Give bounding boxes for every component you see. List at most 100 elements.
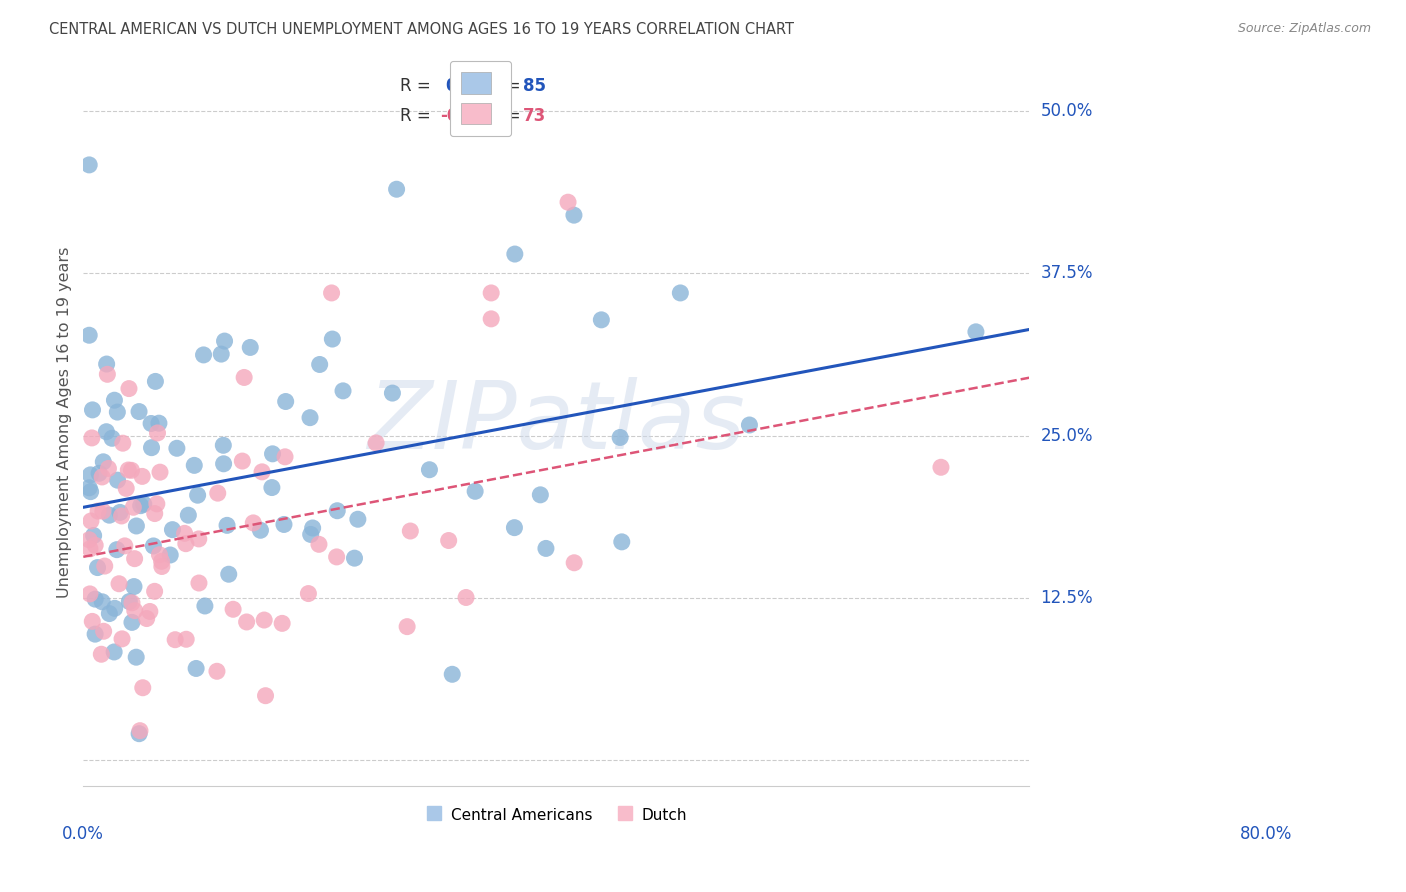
Point <box>464 484 486 499</box>
Point <box>308 537 330 551</box>
Point <box>235 615 257 629</box>
Point <box>503 521 526 535</box>
Point <box>120 463 142 477</box>
Text: -0.040: -0.040 <box>440 107 499 125</box>
Point <box>96 357 118 371</box>
Point <box>364 436 387 450</box>
Point <box>273 517 295 532</box>
Point <box>122 500 145 515</box>
Point <box>128 727 150 741</box>
Point <box>233 370 256 384</box>
Point <box>242 516 264 530</box>
Point <box>143 584 166 599</box>
Point <box>82 615 104 629</box>
Point <box>441 667 464 681</box>
Point <box>139 604 162 618</box>
Point <box>146 497 169 511</box>
Point <box>96 368 118 382</box>
Point <box>103 393 125 408</box>
Point <box>141 441 163 455</box>
Point <box>184 661 207 675</box>
Point <box>83 528 105 542</box>
Point <box>437 533 460 548</box>
Point <box>557 195 579 210</box>
Point <box>111 632 134 646</box>
Point <box>79 541 101 556</box>
Point <box>222 602 245 616</box>
Point <box>529 488 551 502</box>
Text: 0.166: 0.166 <box>446 78 498 95</box>
Point <box>84 627 107 641</box>
Point <box>347 512 370 526</box>
Point <box>84 592 107 607</box>
Point <box>84 538 107 552</box>
Point <box>150 559 173 574</box>
Point <box>77 328 100 343</box>
Point <box>150 554 173 568</box>
Point <box>343 551 366 566</box>
Point <box>96 425 118 439</box>
Point <box>77 481 100 495</box>
Point <box>299 410 322 425</box>
Point <box>91 455 114 469</box>
Point <box>194 599 217 613</box>
Point <box>149 465 172 479</box>
Point <box>108 505 131 519</box>
Text: 50.0%: 50.0% <box>1040 103 1092 120</box>
Point <box>107 473 129 487</box>
Point <box>212 457 235 471</box>
Point <box>146 425 169 440</box>
Point <box>214 334 236 348</box>
Point <box>399 524 422 538</box>
Point <box>105 542 128 557</box>
Text: 73: 73 <box>523 107 547 125</box>
Point <box>162 523 184 537</box>
Point <box>111 436 134 450</box>
Text: ZIPatlas: ZIPatlas <box>367 377 745 468</box>
Point <box>325 549 347 564</box>
Point <box>132 497 155 511</box>
Text: 0.0%: 0.0% <box>62 825 104 844</box>
Point <box>274 394 297 409</box>
Point <box>332 384 354 398</box>
Point <box>122 580 145 594</box>
Point <box>124 604 146 618</box>
Point <box>262 447 284 461</box>
Point <box>135 611 157 625</box>
Point <box>173 526 195 541</box>
Point <box>321 285 343 300</box>
Point <box>177 508 200 523</box>
Point <box>82 403 104 417</box>
Point <box>479 311 502 326</box>
Point <box>121 596 143 610</box>
Point <box>79 587 101 601</box>
Y-axis label: Unemployment Among Ages 16 to 19 years: Unemployment Among Ages 16 to 19 years <box>58 247 72 599</box>
Point <box>159 548 181 562</box>
Point <box>274 450 297 464</box>
Point <box>260 481 283 495</box>
Point <box>562 556 585 570</box>
Point <box>250 465 273 479</box>
Text: 85: 85 <box>523 78 546 95</box>
Point <box>117 463 139 477</box>
Point <box>98 508 121 523</box>
Point <box>87 504 110 518</box>
Text: N =: N = <box>489 107 520 125</box>
Point <box>124 551 146 566</box>
Point <box>271 616 294 631</box>
Point <box>125 650 148 665</box>
Point <box>97 461 120 475</box>
Point <box>148 416 170 430</box>
Point <box>609 430 631 444</box>
Text: 12.5%: 12.5% <box>1040 589 1092 607</box>
Point <box>93 559 115 574</box>
Point <box>91 470 114 484</box>
Point <box>118 594 141 608</box>
Point <box>79 467 101 482</box>
Point <box>209 347 232 361</box>
Point <box>79 484 101 499</box>
Point <box>87 467 110 481</box>
Point <box>503 247 526 261</box>
Point <box>326 504 349 518</box>
Point <box>308 358 330 372</box>
